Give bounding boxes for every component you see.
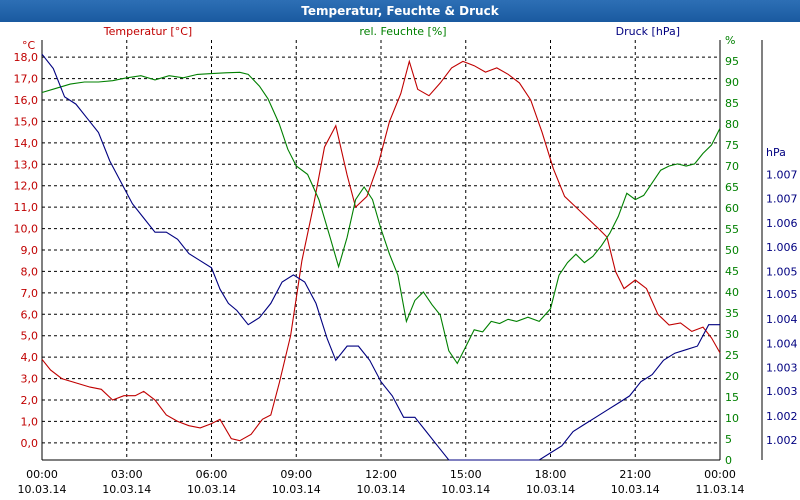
temperature-tick-label: 1,0 bbox=[21, 415, 39, 428]
x-tick-date: 10.03.14 bbox=[526, 483, 575, 496]
humidity-tick-label: 45 bbox=[725, 265, 739, 278]
pressure-tick-label: 1.007 bbox=[766, 193, 798, 206]
temperature-tick-label: 3,0 bbox=[21, 373, 39, 386]
pressure-tick-label: 1.007 bbox=[766, 169, 798, 182]
humidity-tick-label: 90 bbox=[725, 76, 739, 89]
humidity-tick-label: 15 bbox=[725, 391, 739, 404]
temperature-tick-label: 8,0 bbox=[21, 265, 39, 278]
humidity-tick-label: 25 bbox=[725, 349, 739, 362]
humidity-tick-label: 0 bbox=[725, 454, 732, 467]
pressure-tick-label: 1.002 bbox=[766, 410, 798, 423]
x-tick-time: 09:00 bbox=[280, 468, 312, 481]
x-tick-time: 06:00 bbox=[196, 468, 228, 481]
pressure-tick-label: 1.003 bbox=[766, 361, 798, 374]
pressure-axis-header: Druck [hPa] bbox=[616, 25, 680, 38]
humidity-tick-label: 35 bbox=[725, 307, 739, 320]
humidity-axis-header: rel. Feuchte [%] bbox=[359, 25, 446, 38]
series-line-humidity bbox=[41, 71, 721, 365]
pressure-tick-label: 1.004 bbox=[766, 313, 798, 326]
pressure-tick-label: 1.002 bbox=[766, 434, 798, 447]
x-tick-date: 10.03.14 bbox=[187, 483, 236, 496]
x-tick-time: 00:00 bbox=[26, 468, 58, 481]
pressure-tick-label: 1.005 bbox=[766, 288, 798, 301]
grid bbox=[42, 40, 720, 460]
temperature-tick-label: 16,0 bbox=[14, 94, 39, 107]
temperature-tick-label: 11,0 bbox=[14, 201, 39, 214]
ticks: 0,0 1,0 2,0 3,0 4,0 5,0 6,0 7,0 8,0 9,0 10,0 11,0 12… bbox=[14, 34, 798, 496]
temperature-tick-label: 0,0 bbox=[21, 437, 39, 450]
x-tick-time: 21:00 bbox=[619, 468, 651, 481]
temperature-tick-label: 4,0 bbox=[21, 351, 39, 364]
temperature-tick-label: 18,0 bbox=[14, 51, 39, 64]
humidity-tick-label: 75 bbox=[725, 139, 739, 152]
x-tick-time: 18:00 bbox=[535, 468, 567, 481]
x-tick-date: 11.03.14 bbox=[696, 483, 745, 496]
temperature-tick-label: 15,0 bbox=[14, 115, 39, 128]
humidity-tick-label: 10 bbox=[725, 412, 739, 425]
x-tick-date: 10.03.14 bbox=[441, 483, 490, 496]
temperature-unit-label: °C bbox=[22, 39, 36, 52]
temperature-tick-label: 7,0 bbox=[21, 287, 39, 300]
temperature-tick-label: 14,0 bbox=[14, 137, 39, 150]
humidity-tick-label: 50 bbox=[725, 244, 739, 257]
temperature-tick-label: 13,0 bbox=[14, 158, 39, 171]
pressure-tick-label: 1.005 bbox=[766, 265, 798, 278]
temperature-tick-label: 12,0 bbox=[14, 180, 39, 193]
humidity-tick-label: 20 bbox=[725, 370, 739, 383]
temperature-tick-label: 5,0 bbox=[21, 330, 39, 343]
humidity-tick-label: 85 bbox=[725, 97, 739, 110]
humidity-tick-label: % bbox=[725, 34, 735, 47]
humidity-tick-label: 70 bbox=[725, 160, 739, 173]
x-tick-time: 15:00 bbox=[450, 468, 482, 481]
series-line-pressure bbox=[41, 53, 720, 461]
pressure-tick-label: 1.004 bbox=[766, 337, 798, 350]
humidity-tick-label: 55 bbox=[725, 223, 739, 236]
x-tick-date: 10.03.14 bbox=[272, 483, 321, 496]
series-line-temperature bbox=[41, 59, 721, 442]
humidity-tick-label: 5 bbox=[725, 433, 732, 446]
x-tick-time: 12:00 bbox=[365, 468, 397, 481]
temperature-tick-label: 10,0 bbox=[14, 223, 39, 236]
humidity-tick-label: 30 bbox=[725, 328, 739, 341]
humidity-tick-label: 95 bbox=[725, 55, 739, 68]
x-tick-date: 10.03.14 bbox=[611, 483, 660, 496]
pressure-tick-label: 1.006 bbox=[766, 217, 798, 230]
temperature-tick-label: 9,0 bbox=[21, 244, 39, 257]
series-layer bbox=[41, 53, 721, 461]
temperature-tick-label: 2,0 bbox=[21, 394, 39, 407]
pressure-tick-label: 1.003 bbox=[766, 385, 798, 398]
x-tick-date: 10.03.14 bbox=[102, 483, 151, 496]
temperature-tick-label: 6,0 bbox=[21, 308, 39, 321]
temperature-tick-label: 17,0 bbox=[14, 73, 39, 86]
humidity-tick-label: 65 bbox=[725, 181, 739, 194]
humidity-tick-label: 40 bbox=[725, 286, 739, 299]
pressure-tick-label: hPa bbox=[766, 146, 786, 159]
axes bbox=[41, 40, 763, 461]
humidity-tick-label: 80 bbox=[725, 118, 739, 131]
temperature-axis-header: Temperatur [°C] bbox=[103, 25, 192, 38]
humidity-tick-label: 60 bbox=[725, 202, 739, 215]
window-title: Temperatur, Feuchte & Druck bbox=[0, 0, 800, 22]
x-tick-date: 10.03.14 bbox=[357, 483, 406, 496]
axis-headers: Temperatur [°C] rel. Feuchte [%] Druck [hP… bbox=[22, 25, 680, 52]
x-tick-date: 10.03.14 bbox=[18, 483, 67, 496]
x-tick-time: 03:00 bbox=[111, 468, 143, 481]
pressure-tick-label: 1.006 bbox=[766, 241, 798, 254]
x-tick-time: 00:00 bbox=[704, 468, 736, 481]
